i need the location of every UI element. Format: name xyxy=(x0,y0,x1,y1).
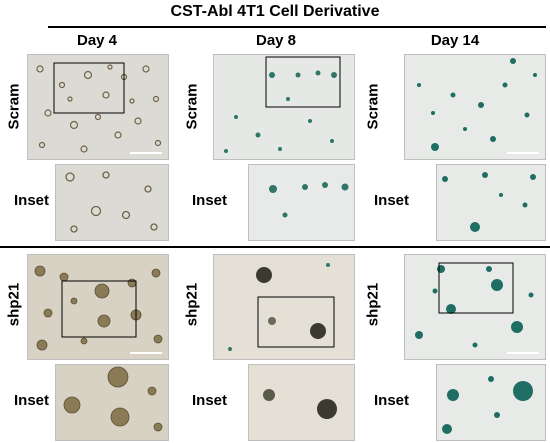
inset-label-shp21-day8: Inset xyxy=(192,392,228,409)
row-label-shp21-day14: shp21 xyxy=(364,282,382,327)
inset-label-scram-day14: Inset xyxy=(374,192,410,209)
inset-label-scram-day4: Inset xyxy=(14,192,50,209)
micrograph-shp21-day4 xyxy=(27,254,169,360)
row-label-shp21-day4: shp21 xyxy=(5,282,23,327)
row-label-shp21-day8: shp21 xyxy=(183,282,201,327)
micrograph-scram-day4 xyxy=(27,54,169,160)
row-divider xyxy=(0,246,550,248)
title-underline xyxy=(48,26,546,28)
inset-label-shp21-day4: Inset xyxy=(14,392,50,409)
micrograph-shp21-day8-inset xyxy=(248,364,355,441)
micrograph-shp21-day8 xyxy=(213,254,355,360)
micrograph-shp21-day14 xyxy=(404,254,546,360)
row-label-scram-day8: Scram xyxy=(183,83,201,130)
column-header-day4: Day 4 xyxy=(76,32,118,49)
micrograph-shp21-day14-inset xyxy=(436,364,546,441)
row-label-scram-day4: Scram xyxy=(5,83,23,130)
inset-label-scram-day8: Inset xyxy=(192,192,228,209)
column-header-day14: Day 14 xyxy=(430,32,480,49)
inset-label-shp21-day14: Inset xyxy=(374,392,410,409)
column-header-day8: Day 8 xyxy=(255,32,297,49)
micrograph-scram-day4-inset xyxy=(55,164,169,241)
figure-title: CST-Abl 4T1 Cell Derivative xyxy=(170,3,380,20)
micrograph-scram-day14-inset xyxy=(436,164,546,241)
micrograph-scram-day14 xyxy=(404,54,546,160)
micrograph-shp21-day4-inset xyxy=(55,364,169,441)
micrograph-scram-day8-inset xyxy=(248,164,355,241)
row-label-scram-day14: Scram xyxy=(364,83,382,130)
micrograph-scram-day8 xyxy=(213,54,355,160)
